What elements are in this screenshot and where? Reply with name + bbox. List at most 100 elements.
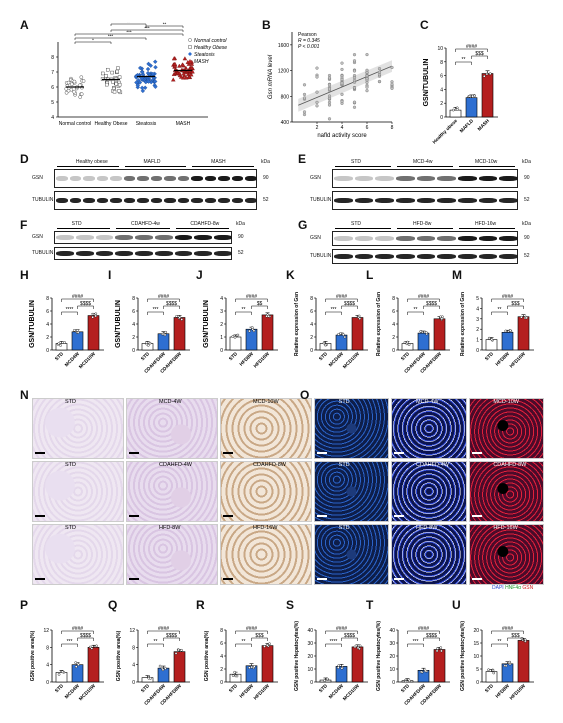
legend-label: MASH bbox=[194, 59, 209, 65]
data-point bbox=[390, 86, 394, 90]
scale-bar bbox=[129, 452, 139, 454]
data-point bbox=[467, 94, 471, 98]
ihc-image bbox=[220, 524, 312, 585]
data-point bbox=[172, 61, 178, 66]
image-label: STD bbox=[65, 525, 76, 531]
y-tick-label: 6 bbox=[51, 85, 54, 91]
sig-bracket bbox=[491, 630, 524, 634]
blot-band bbox=[334, 254, 353, 259]
blot-band bbox=[174, 235, 193, 240]
x-tick-label: MASH bbox=[477, 118, 492, 133]
sig-bracket bbox=[423, 637, 440, 641]
data-point bbox=[327, 76, 332, 80]
data-point bbox=[91, 312, 95, 316]
data-point bbox=[117, 82, 122, 87]
image-label: MCD-4W bbox=[416, 399, 439, 405]
x-tick-label: STD bbox=[484, 683, 495, 694]
sig-bracket bbox=[145, 25, 184, 28]
blot-band bbox=[354, 254, 374, 259]
blot-group-label: MCD-4w bbox=[413, 159, 433, 165]
data-point bbox=[302, 96, 307, 100]
x-axis-label: nafld activity score bbox=[317, 133, 367, 139]
data-point bbox=[106, 67, 110, 72]
data-point bbox=[327, 96, 332, 100]
y-tick-label: 12 bbox=[43, 628, 49, 634]
bar bbox=[173, 651, 186, 683]
sig-bracket bbox=[341, 305, 358, 309]
y-tick-label: 0 bbox=[46, 680, 49, 686]
image-label: MCD-10W bbox=[253, 399, 279, 405]
data-point bbox=[482, 74, 486, 78]
data-point bbox=[390, 65, 394, 70]
sig-label: #### bbox=[336, 626, 347, 632]
data-point bbox=[57, 342, 61, 345]
panel-label-r: R bbox=[196, 598, 205, 612]
image-label: HFD-16W bbox=[253, 525, 278, 531]
image-label: MCD-4W bbox=[159, 399, 182, 405]
y-axis-label: Relative expression of Gsn bbox=[460, 292, 466, 356]
x-tick-label: Steatosis bbox=[136, 121, 157, 127]
data-point bbox=[146, 61, 151, 67]
data-point bbox=[161, 668, 165, 672]
blot-band bbox=[110, 176, 122, 181]
image-label: STD bbox=[338, 462, 350, 468]
blot-band bbox=[354, 236, 374, 241]
y-axis-label: GSN/TUBULIN bbox=[115, 300, 122, 348]
x-tick-label: STD bbox=[400, 351, 411, 362]
blot-band bbox=[499, 198, 518, 203]
y-tick-label: 1600 bbox=[278, 43, 289, 49]
kda-value: 90 bbox=[524, 234, 530, 241]
data-point bbox=[492, 671, 496, 675]
blot-band bbox=[478, 254, 498, 259]
blot-band bbox=[83, 198, 95, 203]
sig-label: $$$ bbox=[511, 633, 520, 639]
y-axis-label: GSN/TUBULIN bbox=[203, 300, 210, 348]
sig-bracket bbox=[407, 298, 440, 302]
data-point bbox=[152, 79, 158, 84]
data-point bbox=[250, 326, 254, 329]
bar bbox=[433, 318, 446, 351]
data-point bbox=[182, 56, 188, 61]
stat-annotation: R = 0.345 bbox=[298, 38, 320, 44]
sig-bracket bbox=[507, 637, 524, 641]
y-axis-label: GSN positive area(%) bbox=[116, 630, 122, 681]
sig-bracket bbox=[147, 311, 164, 315]
y-tick-label: 30 bbox=[389, 641, 395, 647]
x-tick-label: STD bbox=[318, 683, 329, 694]
bar bbox=[417, 332, 430, 351]
data-point bbox=[504, 664, 508, 668]
sig-label: **** bbox=[330, 639, 338, 645]
blot-band bbox=[218, 198, 230, 203]
data-point bbox=[94, 312, 98, 316]
sig-label: $$$ bbox=[475, 51, 484, 57]
data-point bbox=[377, 70, 382, 74]
blot-group-label: CDAHFD-4w bbox=[131, 221, 160, 227]
data-point bbox=[175, 314, 178, 318]
panel-label-b: B bbox=[262, 18, 271, 32]
data-point bbox=[315, 66, 319, 70]
sig-label: **** bbox=[66, 307, 74, 313]
data-point bbox=[336, 666, 340, 669]
data-point bbox=[327, 117, 332, 121]
x-tick-label: STD bbox=[228, 351, 239, 362]
data-point bbox=[180, 318, 184, 321]
data-point bbox=[327, 103, 332, 107]
sig-bracket bbox=[407, 643, 424, 647]
x-tick-label: 2 bbox=[316, 125, 319, 131]
y-tick-label: 8 bbox=[46, 296, 49, 302]
panel-label-n: N bbox=[20, 388, 29, 402]
data-point bbox=[315, 100, 319, 104]
blot-band bbox=[177, 198, 190, 203]
fluorescence-grid-o: STD MCD-4W MCD-10W STD CDAHFD-4W CDAHFD-8W STD… bbox=[314, 398, 544, 585]
y-tick-label: 4 bbox=[392, 322, 395, 328]
panel-label-m: M bbox=[452, 268, 462, 282]
chart-b: 400 800 1200 1600 2 4 6 8 nafld activity score Gs… bbox=[268, 32, 394, 139]
data-point bbox=[117, 75, 122, 79]
blot-band bbox=[458, 198, 477, 203]
y-tick-label: 8 bbox=[220, 628, 223, 634]
sig-bracket bbox=[325, 298, 358, 302]
blot-membrane bbox=[332, 249, 518, 264]
data-point bbox=[357, 314, 361, 318]
data-point bbox=[114, 82, 118, 86]
